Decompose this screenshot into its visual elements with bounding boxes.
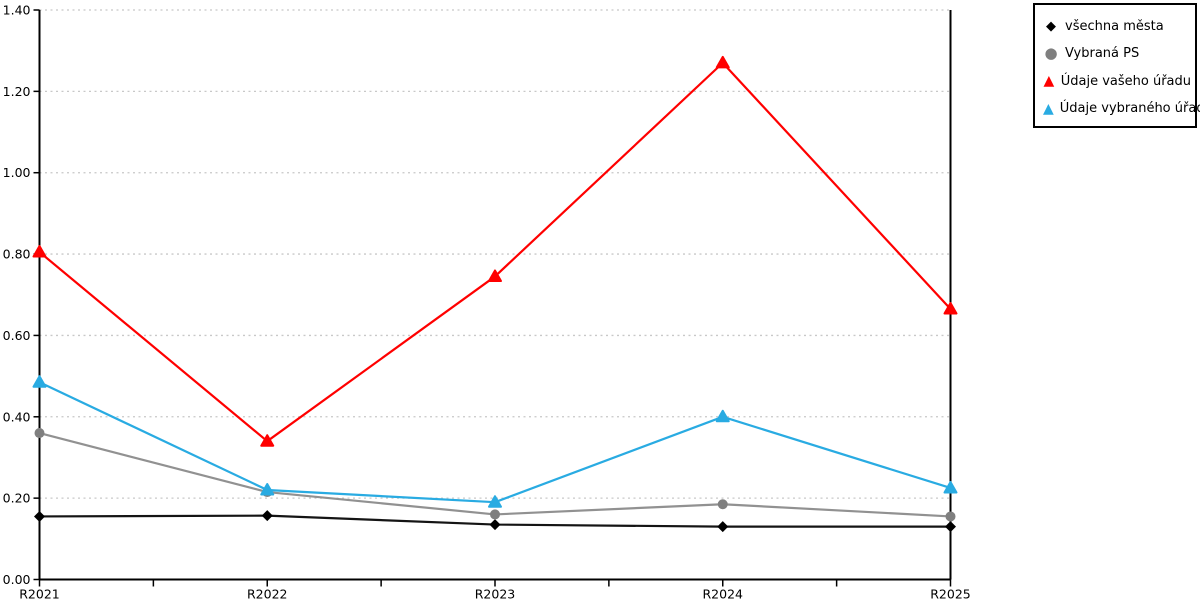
legend-label: Vybraná PS bbox=[1065, 46, 1140, 62]
data-point-marker bbox=[715, 55, 730, 69]
data-point-marker bbox=[34, 510, 45, 522]
legend-label: všechna města bbox=[1065, 18, 1164, 34]
x-tick-label: R2023 bbox=[475, 587, 516, 600]
x-tick-label: R2024 bbox=[703, 587, 744, 600]
x-tick-label: R2025 bbox=[930, 587, 971, 600]
legend-label: Údaje vašeho úřadu bbox=[1060, 73, 1191, 89]
y-tick-label: 0.20 bbox=[3, 491, 31, 506]
data-point-marker bbox=[260, 483, 275, 496]
triangle-icon: ▲ bbox=[1043, 100, 1054, 117]
data-point-marker bbox=[943, 301, 958, 315]
data-point-marker bbox=[717, 499, 728, 510]
data-point-marker bbox=[32, 375, 47, 388]
legend-item-vybrana-ps: ● Vybraná PS bbox=[1043, 41, 1191, 67]
data-point-marker bbox=[945, 511, 956, 522]
legend-item-udaje-vybraneho-uradu: ▲ Údaje vybraného úřadu bbox=[1043, 96, 1200, 122]
series-line bbox=[38, 381, 952, 504]
legend-item-udaje-vaseho-uradu: ▲ Údaje vašeho úřadu bbox=[1043, 68, 1191, 94]
data-point-marker bbox=[488, 269, 502, 282]
circle-icon: ● bbox=[1044, 44, 1058, 63]
y-tick-label: 1.20 bbox=[3, 84, 31, 99]
data-point-marker bbox=[490, 509, 500, 520]
y-tick-label: 0.00 bbox=[3, 572, 31, 587]
data-point-marker bbox=[943, 480, 958, 494]
triangle-icon: ▲ bbox=[1043, 73, 1055, 90]
y-tick-label: 0.40 bbox=[3, 409, 31, 424]
x-tick-label: R2021 bbox=[19, 587, 60, 600]
y-tick-label: 1.00 bbox=[3, 165, 31, 180]
data-point-marker bbox=[32, 245, 47, 258]
legend-item-vsechna-mesta: ◆ všechna města bbox=[1043, 13, 1191, 39]
data-point-marker bbox=[34, 428, 45, 439]
data-point-marker bbox=[261, 510, 273, 522]
legend-label: Údaje vybraného úřadu bbox=[1059, 101, 1200, 117]
diamond-icon: ◆ bbox=[1046, 18, 1056, 34]
x-tick-label: R2022 bbox=[247, 587, 288, 600]
data-point-marker bbox=[717, 521, 729, 533]
data-point-marker bbox=[945, 521, 956, 533]
y-tick-label: 0.60 bbox=[3, 328, 31, 343]
y-tick-label: 1.40 bbox=[3, 3, 31, 18]
data-point-marker bbox=[260, 434, 275, 447]
data-point-marker bbox=[489, 519, 501, 531]
y-tick-label: 0.80 bbox=[3, 247, 31, 262]
series-line bbox=[38, 61, 952, 443]
data-point-marker bbox=[488, 495, 502, 508]
legend: ◆ všechna města ● Vybraná PS ▲ Údaje vaš… bbox=[1033, 3, 1200, 128]
data-point-marker bbox=[715, 409, 730, 423]
